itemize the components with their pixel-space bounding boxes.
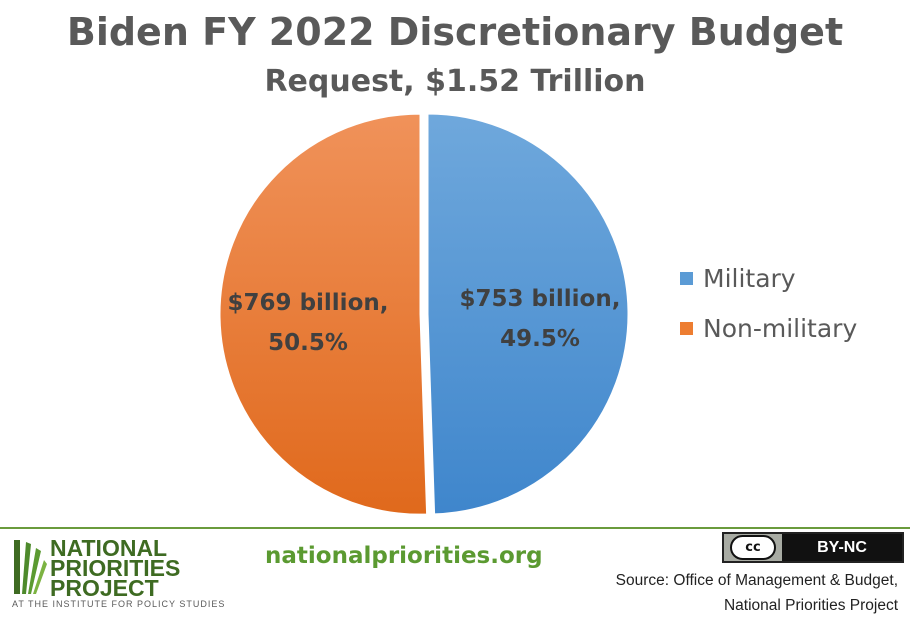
cc-icon: cc bbox=[730, 535, 776, 560]
logo-tagline: AT THE INSTITUTE FOR POLICY STUDIES bbox=[12, 599, 226, 609]
chart-legend: Military Non-military bbox=[680, 253, 857, 353]
slice-label-non-military: $769 billion, 50.5% bbox=[228, 290, 389, 356]
pie-chart: $753 billion, 49.5% $769 billion, 50.5% bbox=[219, 113, 629, 515]
pie-slice-military bbox=[427, 113, 629, 515]
legend-label-non-military: Non-military bbox=[703, 313, 858, 343]
npp-logo[interactable]: NATIONAL PRIORITIES PROJECT AT THE INSTI… bbox=[12, 536, 242, 614]
chart-title: Biden FY 2022 Discretionary Budget bbox=[66, 10, 844, 54]
npp-logo-wordmark: NATIONAL PRIORITIES PROJECT bbox=[50, 535, 181, 601]
logo-line-1: NATIONAL bbox=[50, 535, 168, 561]
slice-label-military: $753 billion, 49.5% bbox=[460, 286, 621, 352]
legend-swatch-non-military bbox=[680, 321, 693, 335]
footer-divider bbox=[0, 527, 910, 529]
logo-line-3: PROJECT bbox=[50, 575, 159, 601]
chart-subtitle: Request, $1.52 Trillion bbox=[264, 64, 646, 99]
legend-item-non-military: Non-military bbox=[680, 303, 857, 353]
source-line-2: National Priorities Project bbox=[723, 597, 898, 614]
legend-item-military: Military bbox=[680, 253, 857, 303]
logo-line-2: PRIORITIES bbox=[50, 555, 181, 581]
pie-slices bbox=[219, 113, 629, 515]
legend-label-military: Military bbox=[703, 263, 796, 293]
npp-logo-mark-icon bbox=[14, 540, 47, 594]
pie-labels: $753 billion, 49.5% $769 billion, 50.5% bbox=[228, 286, 621, 356]
source-note: Source: Office of Management & Budget, N… bbox=[616, 568, 898, 618]
license-text: BY-NC bbox=[782, 534, 902, 561]
license-badge[interactable]: cc BY-NC bbox=[722, 532, 904, 563]
pie-slice-non-military bbox=[219, 113, 428, 515]
website-link[interactable]: nationalpriorities.org bbox=[265, 543, 543, 569]
source-line-1: Source: Office of Management & Budget, bbox=[615, 572, 898, 589]
legend-swatch-military bbox=[680, 271, 693, 285]
